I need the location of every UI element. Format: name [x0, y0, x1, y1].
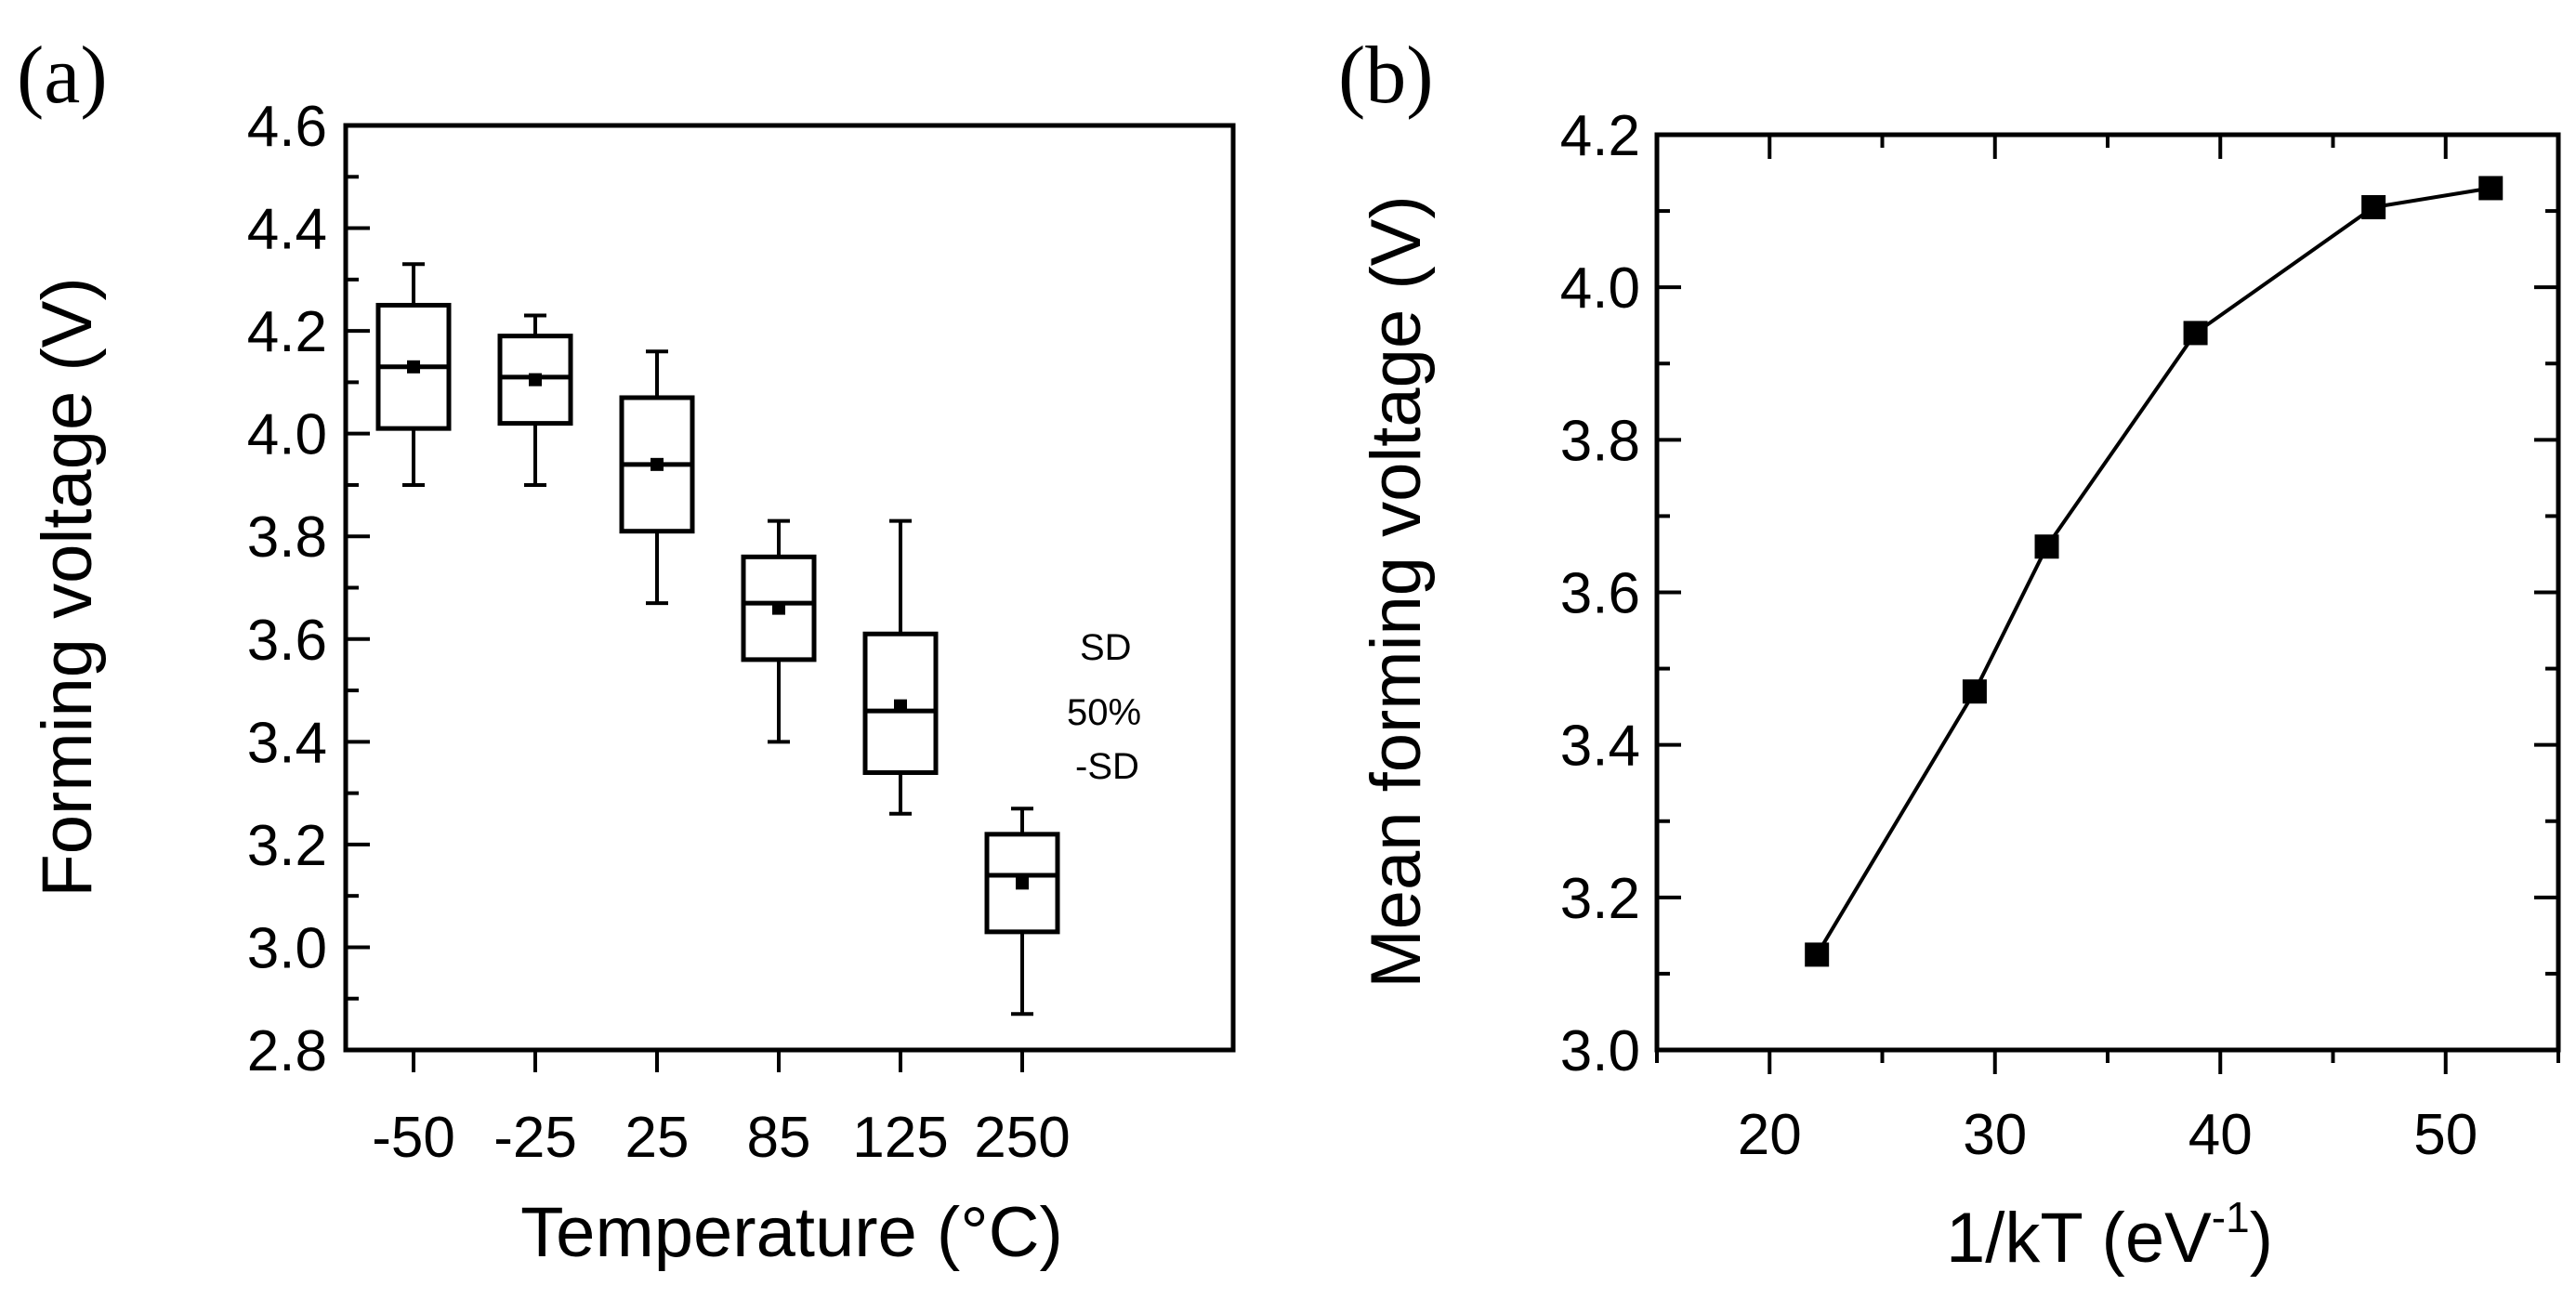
box-mean-marker	[772, 601, 785, 615]
panel-a-y-tick-label: 3.0	[247, 916, 327, 980]
panel-a-x-tick-label: 250	[974, 1106, 1070, 1170]
panel-b-x-tick-label: 50	[2413, 1103, 2477, 1167]
box-mean-marker	[529, 373, 542, 387]
panel-a-x-tick-label: 25	[625, 1106, 690, 1170]
panel-b-data-point	[2361, 194, 2386, 219]
panel-a-label: (a)	[17, 31, 108, 121]
panel-b: (b) 3.0 3.2 3.4 3.6 3.8 4.0 4.2 20 30 40 50 1/kT …	[1338, 31, 2561, 1278]
box-85	[741, 518, 817, 744]
panel-b-data-point	[1805, 942, 1830, 967]
panel-a: (a) 2.8 3.0 3.2 3.4 3.6 3.8 4.0 4.2 4.4 4.6 -50 -2…	[17, 31, 1236, 1272]
panel-b-x-tick-label: 30	[1963, 1103, 2027, 1167]
panel-b-x-tick-label: 20	[1738, 1103, 1802, 1167]
panel-b-data-point	[2478, 176, 2504, 201]
panel-b-x-axis-label-sup: -1	[2212, 1193, 2250, 1241]
panel-b-y-tick-label: 3.4	[1560, 715, 1640, 779]
panel-a-x-ticks: -50 -25 25 85 125 250	[372, 1050, 1071, 1170]
panel-a-frame	[343, 123, 1236, 1053]
box-mean-marker	[407, 360, 420, 374]
panel-a-y-tick-label: 4.0	[247, 403, 327, 467]
box-mean-marker	[1016, 876, 1029, 890]
box-iqr	[741, 554, 817, 663]
panel-a-y-tick-label: 3.2	[247, 814, 327, 878]
panel-b-data-point	[2034, 534, 2059, 559]
box-250	[984, 807, 1060, 1017]
panel-b-y-ticks: 3.0 3.2 3.4 3.6 3.8 4.0 4.2	[1560, 104, 2558, 1083]
panel-b-y-axis-label: Mean forming voltage (V)	[1357, 195, 1436, 988]
panel-b-y-tick-label: 3.6	[1560, 562, 1640, 626]
panel-b-x-tick-label: 40	[2188, 1103, 2253, 1167]
panel-a-x-tick-label: -25	[493, 1106, 577, 1170]
panel-b-y-tick-label: 4.0	[1560, 256, 1640, 321]
panel-a-y-axis-label: Forming voltage (V)	[28, 277, 107, 897]
panel-b-series-line	[1815, 186, 2491, 956]
panel-b-frame	[1654, 132, 2561, 1053]
panel-a-x-tick-label: -50	[372, 1106, 455, 1170]
panel-b-y-tick-label: 3.0	[1560, 1019, 1640, 1083]
panel-a-x-tick-label: 125	[852, 1106, 948, 1170]
panel-b-series	[1805, 176, 2504, 967]
panel-a-annotation-minus-sd: -SD	[1075, 746, 1139, 787]
panel-a-annotation-50: 50%	[1067, 692, 1141, 733]
panel-b-y-tick-label: 3.2	[1560, 867, 1640, 931]
panel-b-label: (b)	[1338, 31, 1434, 121]
panel-b-data-point	[1962, 679, 1987, 704]
box-mean-marker	[651, 457, 664, 471]
panel-a-y-tick-label: 3.8	[247, 505, 327, 570]
box--25	[497, 313, 573, 487]
panel-a-y-ticks: 2.8 3.0 3.2 3.4 3.6 3.8 4.0 4.2 4.4 4.6	[247, 95, 370, 1083]
panel-b-y-tick-label: 3.8	[1560, 409, 1640, 473]
panel-a-x-axis-label: Temperature (°C)	[520, 1193, 1063, 1272]
panel-a-y-tick-label: 3.6	[247, 609, 327, 673]
panel-a-y-tick-label: 4.6	[247, 95, 327, 159]
box-25	[619, 349, 695, 606]
panel-a-annotation-sd: SD	[1080, 627, 1132, 668]
panel-b-y-tick-label: 4.2	[1560, 104, 1640, 168]
panel-a-y-tick-label: 4.2	[247, 300, 327, 364]
panel-a-boxes	[375, 262, 1060, 1017]
panel-b-x-axis-label: 1/kT (eV-1)	[1946, 1193, 2273, 1278]
panel-b-data-point	[2183, 321, 2208, 346]
box--50	[375, 262, 452, 487]
panel-a-x-tick-label: 85	[747, 1106, 811, 1170]
panel-a-y-tick-label: 2.8	[247, 1019, 327, 1083]
panel-b-x-axis-label-main: 1/kT (eV	[1946, 1199, 2212, 1278]
panel-a-y-tick-label: 3.4	[247, 711, 327, 775]
box-mean-marker	[894, 699, 907, 713]
panel-b-x-ticks: 20 30 40 50	[1655, 135, 2560, 1167]
panel-a-y-tick-label: 4.4	[247, 198, 327, 262]
box-125	[862, 518, 939, 816]
panel-b-x-axis-label-end: )	[2250, 1199, 2273, 1278]
